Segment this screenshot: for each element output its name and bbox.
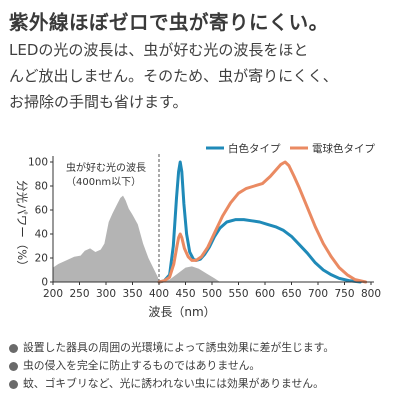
x-tick-label: 350 <box>122 288 142 300</box>
y-tick-label: 40 <box>35 229 48 241</box>
y-tick-label: 100 <box>28 157 48 169</box>
x-tick-label: 800 <box>361 288 381 300</box>
x-tick-label: 550 <box>228 288 248 300</box>
tick-labels-group: 200 250 300 350 400 450 500 550 600 650 700 750 800 0… <box>28 157 381 301</box>
annotation-group: 虫が好む光の波長 （400nm以下） <box>63 160 157 190</box>
note-text: 設置した器具の周囲の光環境によって誘虫効果に差が生じます。 <box>23 341 335 354</box>
x-tick-label: 400 <box>149 288 169 300</box>
y-tick-label: 60 <box>35 205 48 217</box>
x-tick-label: 650 <box>281 288 301 300</box>
note-text: 蚊、ゴキブリなど、光に誘われない虫には効果がありません。 <box>23 377 324 390</box>
axis-labels-group: 波長（nm） 分光パワー（%） <box>15 180 216 319</box>
bullet-icon <box>9 361 18 371</box>
x-tick-label: 750 <box>334 288 354 300</box>
lead-line: んど放出しません。そのため、虫が寄りにくく、 <box>9 67 338 85</box>
annotation-box <box>63 160 157 190</box>
insect-wavelength-area-group <box>53 195 220 282</box>
legend-group: 白色タイプ 電球色タイプ <box>206 142 375 155</box>
legend-label: 白色タイプ <box>228 142 281 155</box>
x-tick-label: 200 <box>43 288 63 300</box>
lead-line: LEDの光の波長は、虫が好む光の波長をほと <box>9 41 309 59</box>
annotation-text: （400nm以下） <box>66 176 141 188</box>
note-item: 設置した器具の周囲の光環境によって誘虫効果に差が生じます。 <box>9 339 334 357</box>
y-tick-label: 80 <box>35 181 48 193</box>
note-text: 虫の侵入を完全に防止するものではありません。 <box>23 359 261 372</box>
notes-list: 設置した器具の周囲の光環境によって誘虫効果に差が生じます。 虫の侵入を完全に防止… <box>9 339 334 393</box>
legend-label: 電球色タイプ <box>312 142 375 155</box>
series-group <box>157 160 368 284</box>
x-tick-label: 600 <box>255 288 275 300</box>
bullet-icon <box>9 379 18 389</box>
spectral-power-chart: 200 250 300 350 400 450 500 550 600 650 700 750 800 0… <box>15 142 381 319</box>
y-tick-label: 0 <box>41 277 48 289</box>
note-item: 蚊、ゴキブリなど、光に誘われない虫には効果がありません。 <box>9 375 334 393</box>
headline: 紫外線ほぼゼロで虫が寄りにくい。 <box>9 11 329 34</box>
x-tick-label: 450 <box>175 288 195 300</box>
x-tick-label: 250 <box>69 288 89 300</box>
annotation-text: 虫が好む光の波長 <box>66 161 146 174</box>
x-tick-label: 700 <box>308 288 328 300</box>
axes-group <box>50 156 374 285</box>
x-axis-label: 波長（nm） <box>148 305 215 319</box>
series-line-white <box>157 160 362 284</box>
lead-line: お掃除の手間も省けます。 <box>9 93 188 111</box>
x-tick-label: 500 <box>202 288 222 300</box>
y-axis-label: 分光パワー（%） <box>15 180 29 271</box>
y-tick-label: 20 <box>35 253 48 265</box>
series-line-bulb <box>157 160 368 284</box>
insect-wavelength-area <box>53 195 220 282</box>
note-item: 虫の侵入を完全に防止するものではありません。 <box>9 357 334 375</box>
x-tick-label: 300 <box>96 288 116 300</box>
lead-paragraph: LEDの光の波長は、虫が好む光の波長をほと んど放出しません。そのため、虫が寄り… <box>9 37 338 115</box>
bullet-icon <box>9 343 18 353</box>
